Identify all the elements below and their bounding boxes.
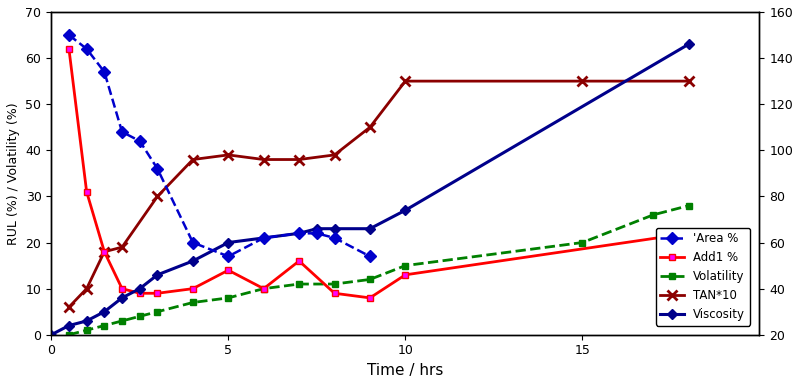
Add1 % (135, 291, 145, 296)
TAN*10 (118, 245, 127, 249)
TAN*10 (99, 249, 109, 254)
'Area % (118, 129, 127, 134)
TAN*10 (684, 79, 694, 84)
Viscosity (118, 296, 127, 300)
Line: Viscosity: Viscosity (48, 41, 692, 338)
Add1 % (188, 286, 198, 291)
Volatility (82, 328, 91, 333)
Line: TAN*10: TAN*10 (64, 76, 694, 312)
'Area % (99, 70, 109, 74)
Volatility (153, 310, 162, 314)
Volatility (294, 282, 304, 286)
X-axis label: Time / hrs: Time / hrs (367, 363, 443, 378)
Viscosity (153, 273, 162, 277)
TAN*10 (188, 157, 198, 162)
Viscosity (46, 333, 56, 337)
'Area % (223, 254, 233, 259)
'Area % (82, 47, 91, 51)
Add1 % (223, 268, 233, 273)
Volatility (135, 314, 145, 319)
Add1 % (82, 189, 91, 194)
Volatility (259, 286, 269, 291)
Volatility (401, 263, 410, 268)
Viscosity (401, 208, 410, 213)
Viscosity (365, 226, 374, 231)
'Area % (64, 33, 74, 37)
Volatility (118, 319, 127, 323)
Add1 % (118, 286, 127, 291)
Add1 % (64, 47, 74, 51)
Legend: 'Area %, Add1 %, Volatility, TAN*10, Viscosity: 'Area %, Add1 %, Volatility, TAN*10, Vis… (655, 228, 750, 326)
Viscosity (99, 310, 109, 314)
Add1 % (259, 286, 269, 291)
Volatility (99, 323, 109, 328)
Volatility (330, 282, 339, 286)
'Area % (188, 240, 198, 245)
Viscosity (294, 231, 304, 236)
Viscosity (64, 323, 74, 328)
Viscosity (259, 236, 269, 240)
'Area % (153, 166, 162, 171)
'Area % (365, 254, 374, 259)
Y-axis label: RUL (%) / Volatility (%): RUL (%) / Volatility (%) (7, 102, 20, 245)
TAN*10 (153, 194, 162, 199)
Line: 'Area %: 'Area % (65, 31, 374, 261)
Add1 % (684, 231, 694, 236)
Volatility (64, 333, 74, 337)
Volatility (223, 296, 233, 300)
TAN*10 (82, 286, 91, 291)
Add1 % (294, 259, 304, 263)
Viscosity (330, 226, 339, 231)
TAN*10 (64, 305, 74, 310)
'Area % (294, 231, 304, 236)
'Area % (135, 139, 145, 143)
Viscosity (312, 226, 322, 231)
'Area % (330, 236, 339, 240)
Volatility (365, 277, 374, 282)
Add1 % (365, 296, 374, 300)
TAN*10 (401, 79, 410, 84)
Add1 % (401, 273, 410, 277)
Volatility (188, 300, 198, 305)
Line: Add1 %: Add1 % (66, 45, 692, 301)
Add1 % (153, 291, 162, 296)
TAN*10 (330, 152, 339, 157)
Line: Volatility: Volatility (66, 203, 691, 338)
'Area % (312, 231, 322, 236)
Viscosity (188, 259, 198, 263)
TAN*10 (578, 79, 587, 84)
Volatility (649, 213, 658, 217)
Viscosity (223, 240, 233, 245)
'Area % (259, 236, 269, 240)
Volatility (684, 203, 694, 208)
Viscosity (82, 319, 91, 323)
TAN*10 (294, 157, 304, 162)
TAN*10 (259, 157, 269, 162)
Add1 % (99, 249, 109, 254)
Add1 % (330, 291, 339, 296)
TAN*10 (365, 125, 374, 129)
Viscosity (684, 42, 694, 47)
TAN*10 (223, 152, 233, 157)
Volatility (578, 240, 587, 245)
Viscosity (135, 286, 145, 291)
